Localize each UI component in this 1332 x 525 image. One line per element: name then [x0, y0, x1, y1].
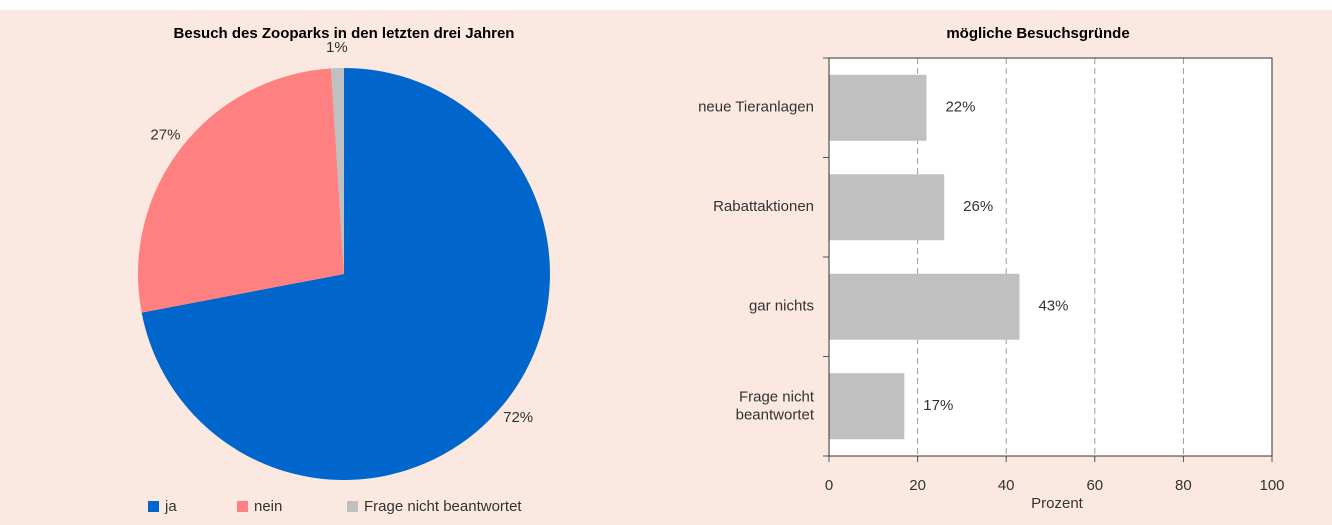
legend-swatch: [237, 501, 248, 512]
legend-label: nein: [254, 498, 282, 515]
y-tick-label: gar nichts: [749, 298, 814, 315]
slice-label: 72%: [503, 409, 533, 426]
y-tick-label: Rabattaktionen: [713, 198, 814, 215]
y-tick-label: Frage nicht beantwortet: [736, 388, 815, 423]
pie-title: Besuch des Zooparks in den letzten drei …: [174, 25, 515, 42]
plot-frame: [828, 57, 1273, 457]
bar-label: 26%: [963, 198, 993, 215]
x-tick-label: 0: [825, 477, 833, 494]
x-tick-label: 40: [998, 477, 1015, 494]
y-tick-label: neue Tieranlagen: [698, 99, 814, 116]
x-tick-label: 100: [1259, 477, 1284, 494]
bar-label: 17%: [923, 397, 953, 414]
slice-label: 1%: [326, 39, 348, 56]
bar-title: mögliche Besuchsgründe: [946, 25, 1129, 42]
x-tick-label: 80: [1175, 477, 1192, 494]
legend-swatch: [148, 501, 159, 512]
pie-slice: [141, 68, 551, 480]
bar: [829, 174, 945, 241]
bar-label: 22%: [945, 99, 975, 116]
bar-label: 43%: [1038, 298, 1068, 315]
legend-label: Frage nicht beantwortet: [364, 498, 522, 515]
pie-slice: [331, 68, 344, 274]
legend-swatch: [347, 501, 358, 512]
x-axis-label: Prozent: [1031, 495, 1084, 512]
bar: [829, 373, 905, 440]
bar: [829, 273, 1020, 340]
pie-slice: [137, 68, 344, 313]
slice-label: 27%: [150, 126, 180, 143]
x-tick-label: 60: [1086, 477, 1103, 494]
bar: [829, 74, 927, 141]
x-tick-label: 20: [909, 477, 926, 494]
legend-label: ja: [164, 498, 177, 515]
